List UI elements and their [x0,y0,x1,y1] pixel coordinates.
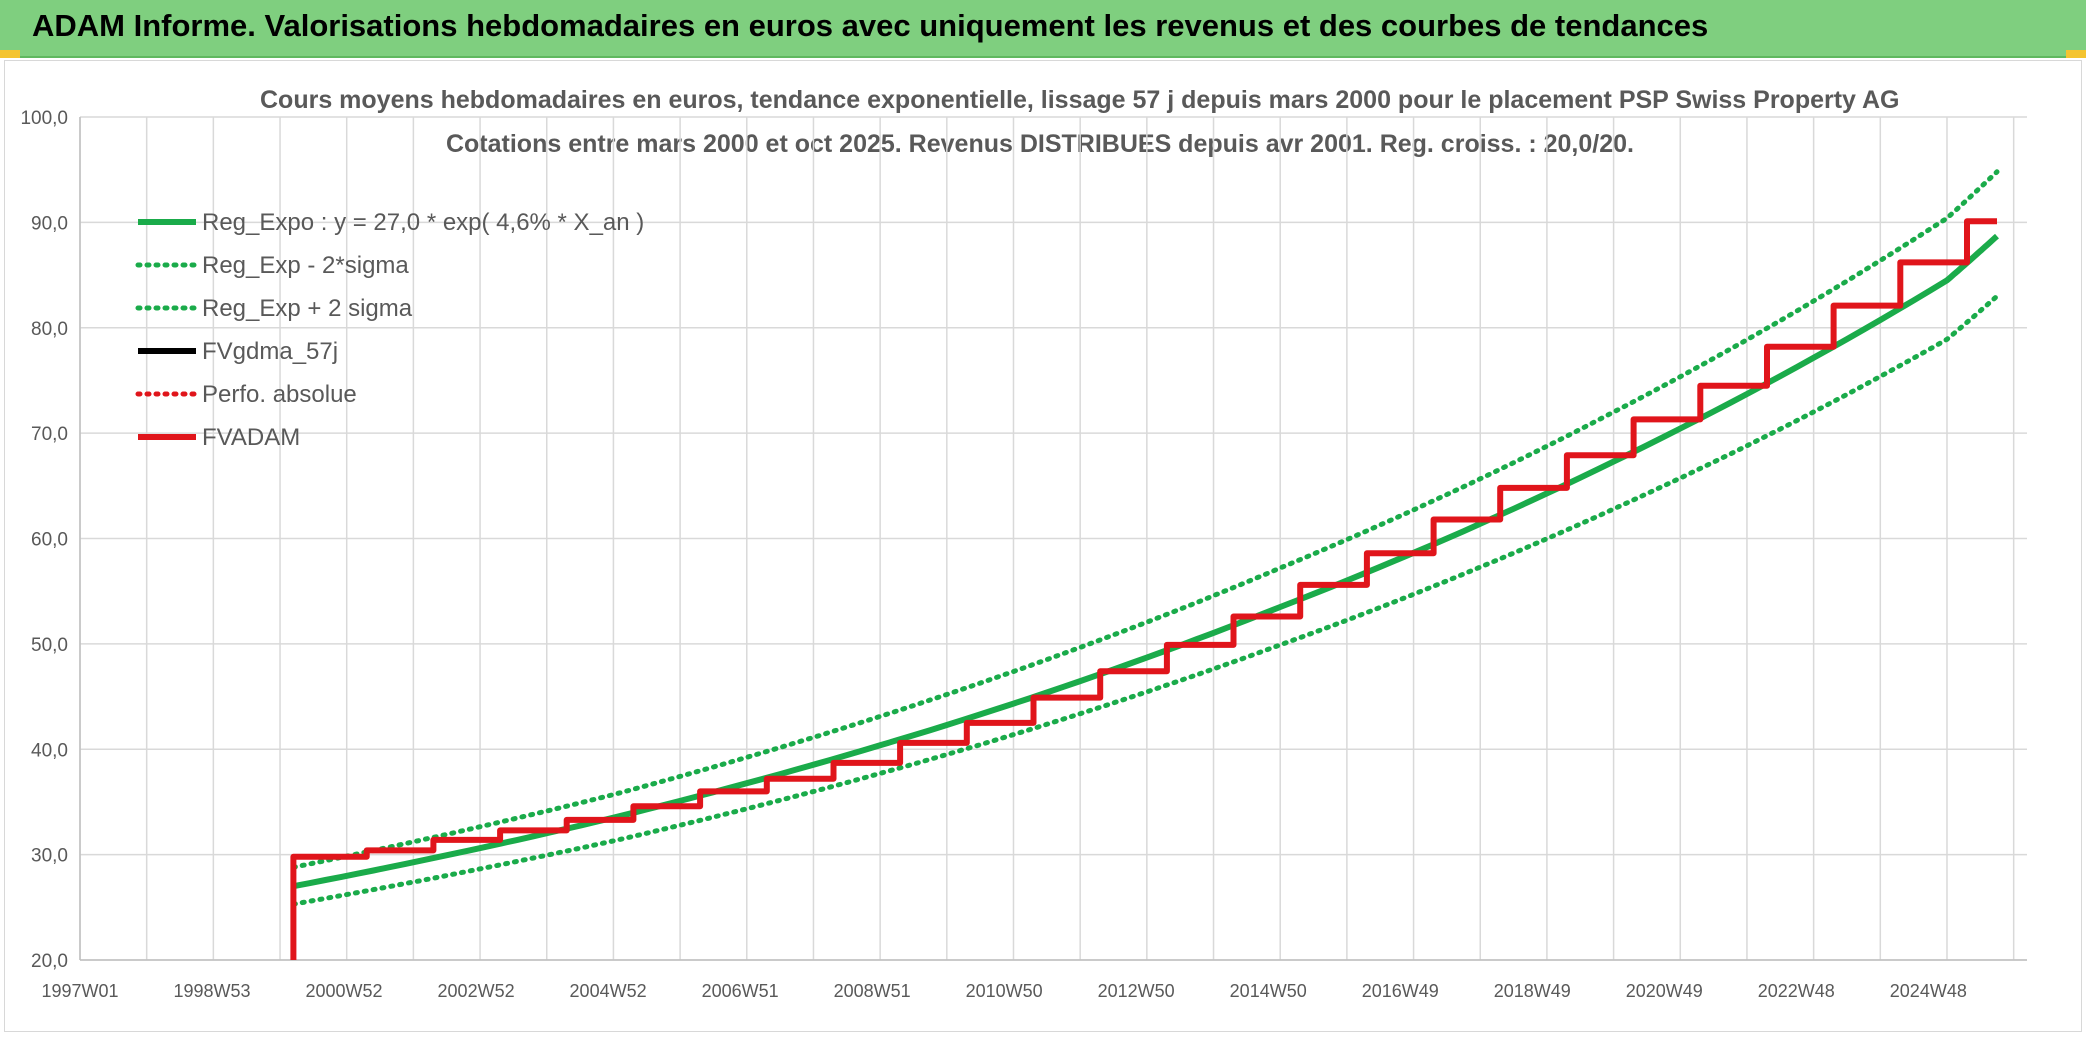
x-tick-label: 2006W51 [702,981,779,1001]
report-banner: ADAM Informe. Valorisations hebdomadaire… [0,0,2086,58]
y-tick-label: 90,0 [31,213,68,234]
legend-entry: FVADAM [202,424,300,451]
y-tick-label: 20,0 [31,951,68,972]
y-tick-label: 80,0 [31,319,68,340]
x-tick-label: 2016W49 [1362,981,1439,1001]
x-tick-label: 1997W01 [41,981,118,1001]
y-tick-label: 100,0 [20,108,68,129]
x-tick-label: 1998W53 [173,981,250,1001]
x-tick-label: 2022W48 [1758,981,1835,1001]
x-tick-label: 2000W52 [306,981,383,1001]
x-tick-label: 2018W49 [1494,981,1571,1001]
series-line-2 [290,169,2000,870]
legend-entry: Perfo. absolue [202,381,357,408]
x-tick-label: 2020W49 [1626,981,1703,1001]
corner-accent-right [2066,50,2086,58]
y-tick-label: 40,0 [31,740,68,761]
corner-accent-left [0,50,20,58]
series-line-1 [290,293,2000,907]
legend-entry: FVgdma_57j [202,338,338,365]
series-line-5 [290,218,1997,960]
chart-frame [4,60,2082,1032]
report-title: ADAM Informe. Valorisations hebdomadaire… [32,8,1709,43]
y-tick-label: 50,0 [31,635,68,656]
series-line-0 [292,233,1999,890]
x-tick-label: 2010W50 [966,981,1043,1001]
y-tick-label: 60,0 [31,530,68,551]
x-tick-label: 2014W50 [1230,981,1307,1001]
legend-entry: Reg_Exp - 2*sigma [202,252,409,279]
x-tick-label: 2004W52 [570,981,647,1001]
x-tick-label: 2012W50 [1098,981,1175,1001]
legend-entry: Reg_Exp + 2 sigma [202,295,413,322]
y-tick-label: 30,0 [31,846,68,867]
chart-title: Cours moyens hebdomadaires en euros, ten… [260,86,1900,114]
x-tick-label: 2024W48 [1890,981,1967,1001]
x-tick-label: 2002W52 [438,981,515,1001]
legend-entry: Reg_Expo : y = 27,0 * exp( 4,6% * X_an ) [202,209,644,236]
chart-subtitle: Cotations entre mars 2000 et oct 2025. R… [445,130,1634,158]
x-tick-label: 2008W51 [834,981,911,1001]
y-tick-label: 70,0 [31,424,68,445]
